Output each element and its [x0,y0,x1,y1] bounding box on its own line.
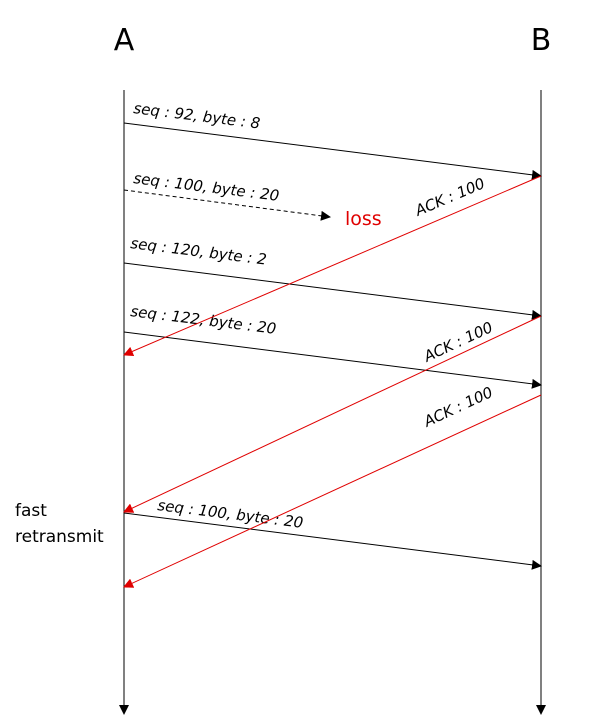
message-arrow [123,331,542,389]
ack-label: ACK : 100 [420,383,495,431]
note: retransmit [15,527,104,547]
ack-label: ACK : 100 [412,174,488,220]
message-label: seq : 100, byte : 20 [133,169,281,205]
message-label: seq : 122, byte : 20 [130,302,278,338]
message-arrow [123,122,542,180]
ack-arrow [123,175,542,357]
message-label: seq : 92, byte : 8 [133,99,262,132]
ack-label: ACK : 100 [420,318,495,366]
ack-arrow [123,315,542,513]
message-arrow [123,262,542,320]
loss-label: loss [345,208,382,230]
note: fast [15,501,47,521]
message-arrow [123,512,542,570]
node-label: A [114,23,135,58]
ack-arrow [123,394,542,588]
message-label: seq : 120, byte : 2 [130,234,268,269]
node-label: B [531,23,552,58]
